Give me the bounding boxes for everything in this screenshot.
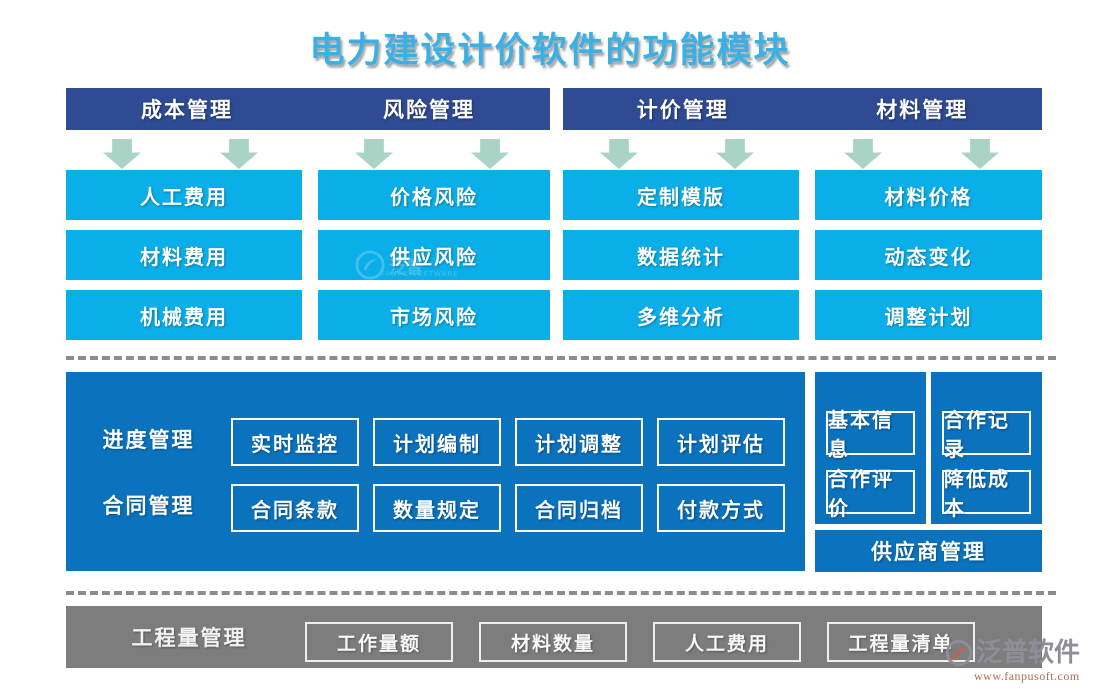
bottom-box-material-qty[interactable]: 材料数量 — [479, 622, 627, 662]
arrow-down-icon-6 — [716, 139, 754, 169]
mid-panel-label-progress: 进度管理 — [102, 428, 195, 452]
bottom-bar-label: 工程量管理 — [131, 626, 247, 650]
arrow-down-icon-7 — [844, 139, 882, 169]
arrow-down-icon-4 — [471, 139, 509, 169]
feature-box-data-statistics[interactable]: 数据统计 — [563, 230, 799, 280]
feature-box-price-risk[interactable]: 价格风险 — [318, 170, 550, 220]
feature-box-labor-cost[interactable]: 人工费用 — [66, 170, 302, 220]
brand-logo: 泛普软件 www.fanpusoft.com — [944, 638, 1094, 694]
mid-box-contract-archive[interactable]: 合同归档 — [515, 484, 643, 532]
bottom-box-work-quota[interactable]: 工作量额 — [305, 622, 453, 662]
arrow-down-icon-1 — [103, 139, 141, 169]
column-header-pricing[interactable]: 计价管理 — [636, 98, 729, 122]
divider-dashed-top — [66, 356, 1056, 360]
supplier-box-cost-reduction[interactable]: 降低成本 — [942, 467, 1031, 520]
page-title: 电力建设计价软件的功能模块 — [309, 31, 791, 71]
mid-box-payment-method[interactable]: 付款方式 — [657, 484, 785, 532]
divider-dashed-bottom — [66, 591, 1056, 595]
bottom-box-quantity-list[interactable]: 工程量清单 — [827, 622, 975, 662]
mid-panel-management — [66, 372, 805, 571]
mid-panel-label-contract: 合同管理 — [102, 494, 195, 518]
mid-box-contract-terms[interactable]: 合同条款 — [231, 484, 359, 532]
brand-name: 泛普软件 — [976, 638, 1081, 668]
column-header-material[interactable]: 材料管理 — [876, 98, 969, 122]
supplier-box-basic-info[interactable]: 基本信息 — [826, 408, 915, 461]
feature-box-multidim-analysis[interactable]: 多维分析 — [563, 290, 799, 340]
mid-box-realtime-monitor[interactable]: 实时监控 — [231, 418, 359, 466]
bottom-box-labor-cost[interactable]: 人工费用 — [653, 622, 801, 662]
feature-box-adjust-plan[interactable]: 调整计划 — [815, 290, 1042, 340]
arrow-down-icon-5 — [600, 139, 638, 169]
feature-box-material-price[interactable]: 材料价格 — [815, 170, 1042, 220]
brand-url: www.fanpusoft.com — [974, 669, 1080, 683]
feature-box-supply-risk[interactable]: 供应风险 — [318, 230, 550, 280]
column-header-cost[interactable]: 成本管理 — [141, 98, 233, 122]
supplier-panel-footer[interactable]: 供应商管理 — [815, 530, 1042, 572]
feature-box-material-cost[interactable]: 材料费用 — [66, 230, 302, 280]
supplier-panel-left-block — [815, 372, 926, 524]
feature-box-dynamic-change[interactable]: 动态变化 — [815, 230, 1042, 280]
arrow-down-icon-2 — [220, 139, 258, 169]
bottom-bar-quantity — [66, 606, 1042, 668]
arrow-down-icon-8 — [961, 139, 999, 169]
header-bar-left: 成本管理 风险管理 — [66, 88, 550, 130]
supplier-box-coop-review[interactable]: 合作评价 — [826, 467, 915, 520]
supplier-panel-right-block — [931, 372, 1042, 524]
arrow-down-icon-3 — [355, 139, 393, 169]
feature-box-custom-template[interactable]: 定制模版 — [563, 170, 799, 220]
brand-row: 泛普软件 — [944, 638, 1094, 668]
mid-box-plan-creation[interactable]: 计划编制 — [373, 418, 501, 466]
feature-box-market-risk[interactable]: 市场风险 — [318, 290, 550, 340]
feature-box-machine-cost[interactable]: 机械费用 — [66, 290, 302, 340]
mid-box-plan-adjust[interactable]: 计划调整 — [515, 418, 643, 466]
header-bar-right: 计价管理 材料管理 — [563, 88, 1042, 130]
mid-box-plan-evaluate[interactable]: 计划评估 — [657, 418, 785, 466]
fanpu-circle-icon — [945, 639, 973, 667]
column-header-risk[interactable]: 风险管理 — [383, 98, 475, 122]
mid-box-quantity-rules[interactable]: 数量规定 — [373, 484, 501, 532]
supplier-box-coop-record[interactable]: 合作记录 — [942, 408, 1031, 461]
